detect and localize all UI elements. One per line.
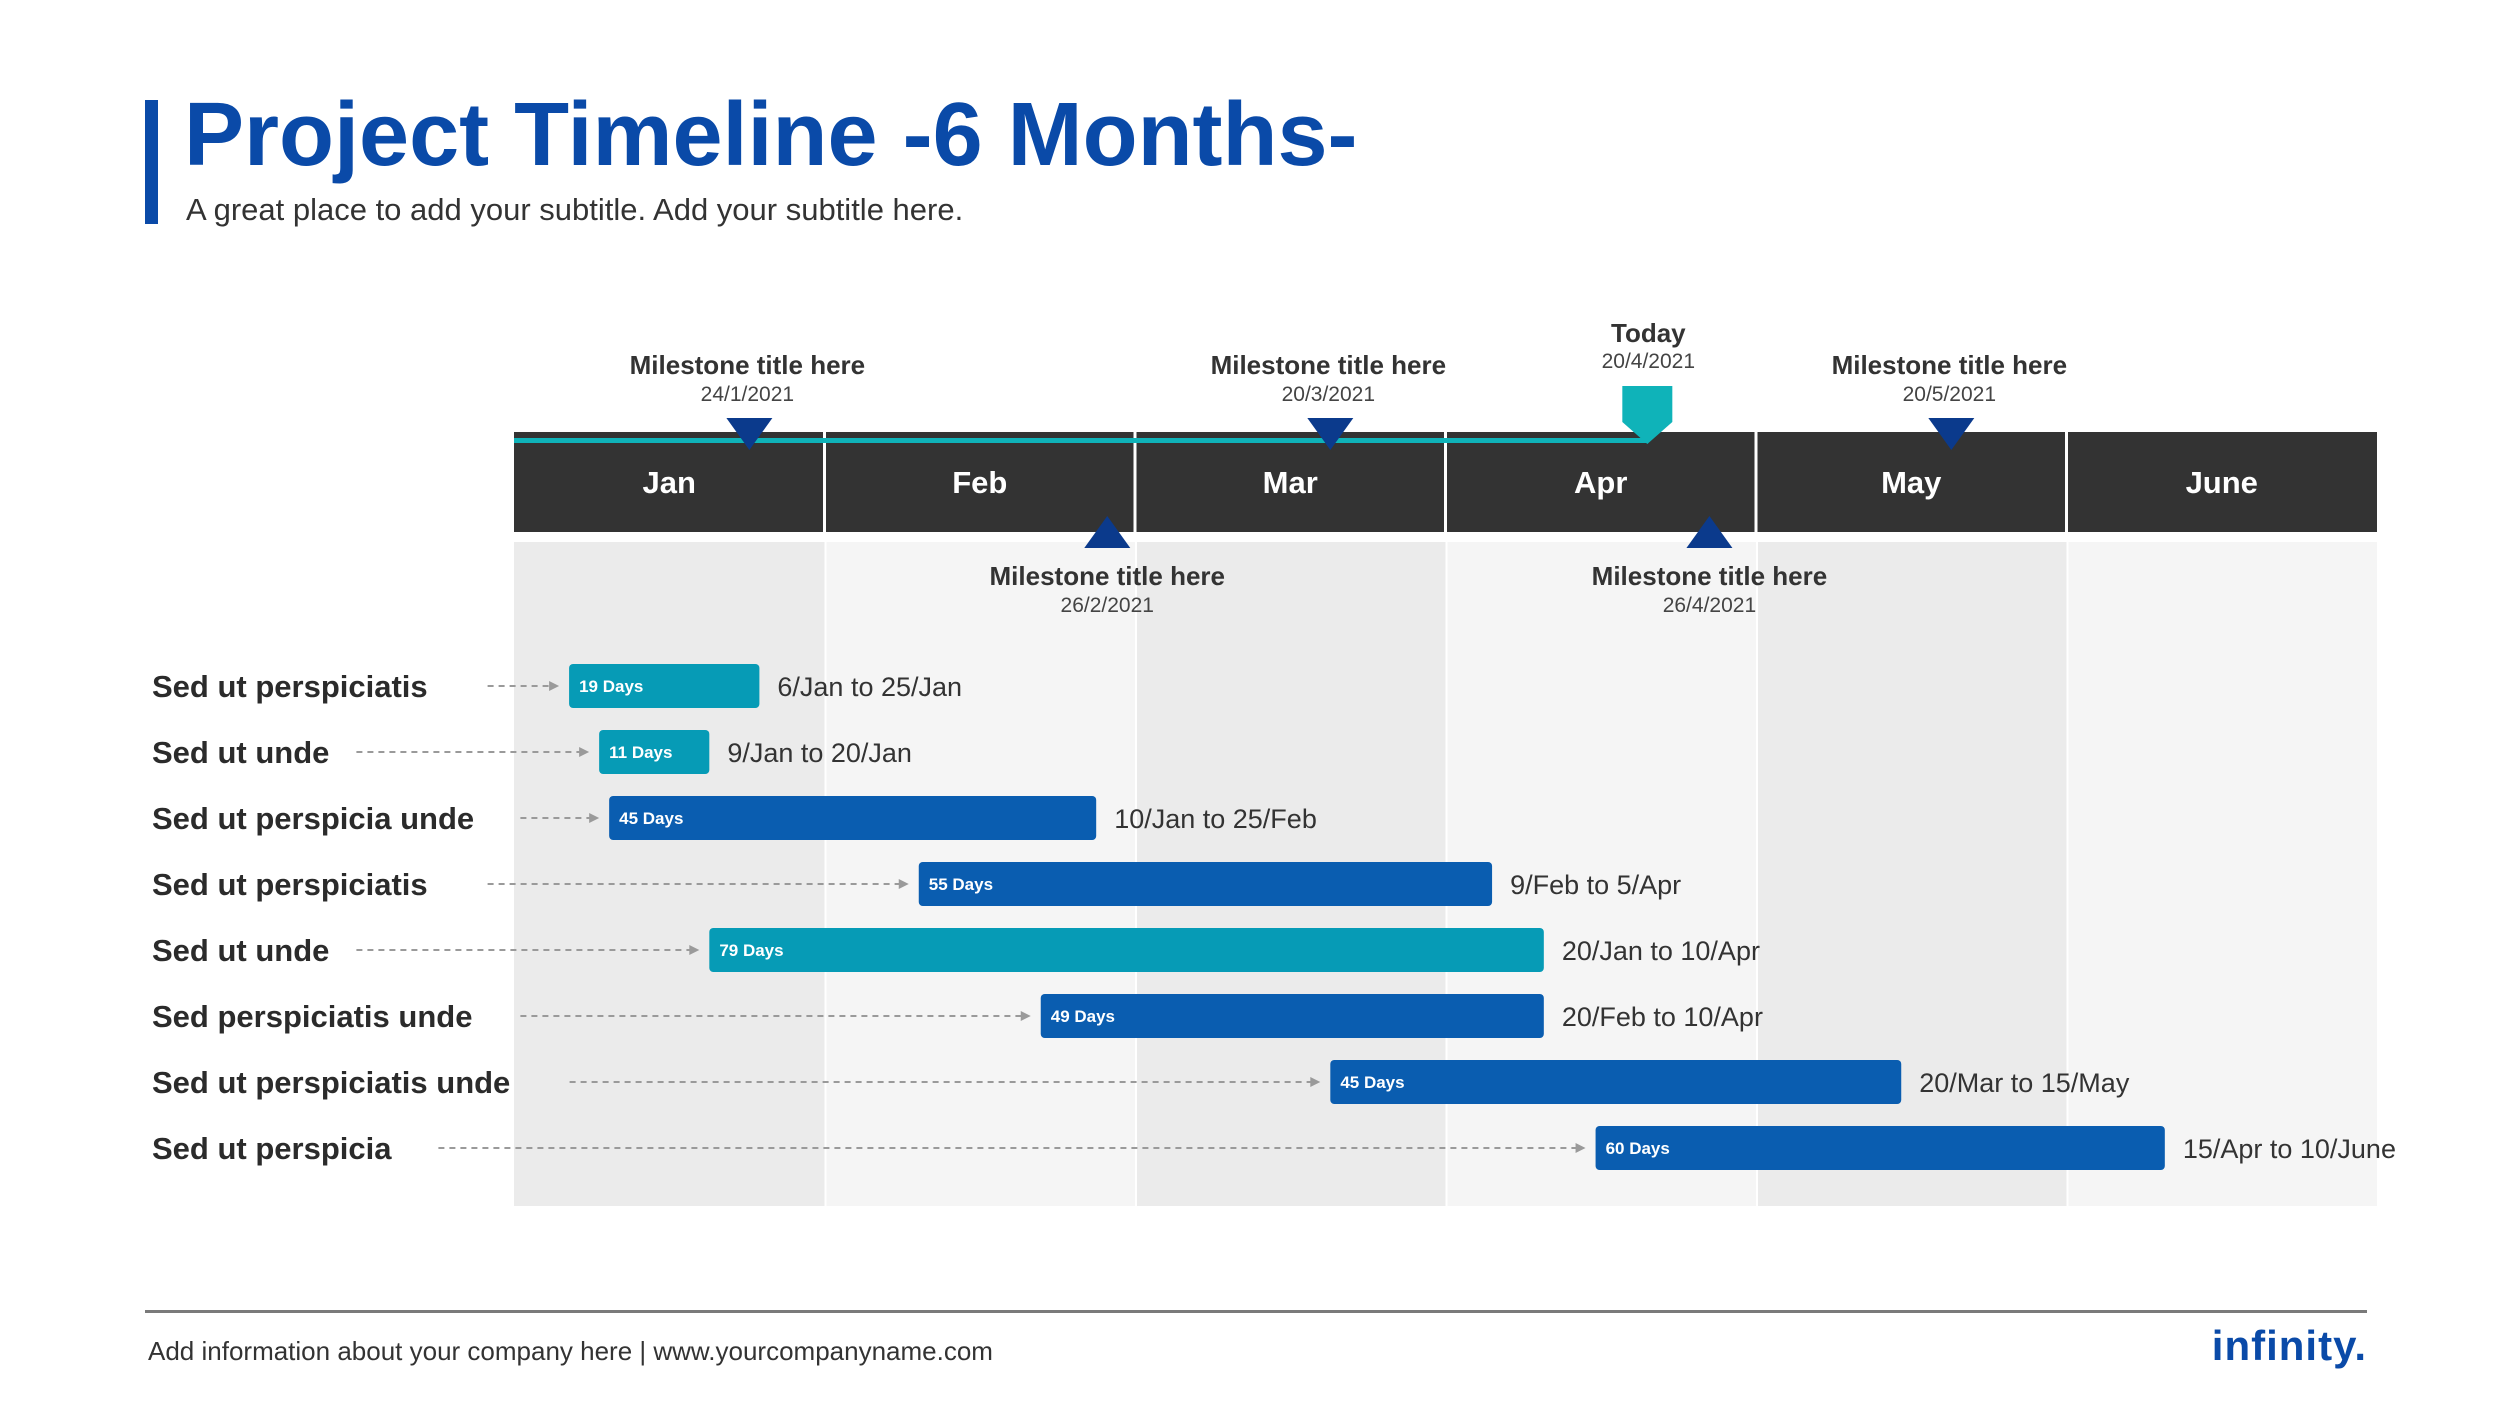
today-progress-line [514,438,1648,443]
task-label: Sed ut perspicia unde [152,801,474,836]
milestone-marker [726,418,773,450]
task-leader-arrow [579,747,590,757]
task-leader-arrow [1020,1011,1031,1021]
today-marker [1622,386,1673,444]
task-leader-arrow [898,879,909,889]
task-bar [709,928,1544,972]
milestone-marker [1928,418,1975,450]
task-bar [1040,994,1544,1038]
task-range-label: 20/Jan to 10/Apr [1562,936,1760,966]
task-duration-label: 55 Days [929,875,993,894]
month-label: Feb [952,465,1007,500]
month-divider [2065,432,2068,532]
month-label: Jan [643,465,696,500]
task-bar [1330,1060,1902,1104]
month-column-bg [514,542,825,1206]
today-label: Today [1611,318,1686,348]
task-duration-label: 45 Days [619,809,683,828]
task-label: Sed ut unde [152,735,329,770]
task-bar [609,796,1097,840]
milestone-marker [1084,516,1131,548]
task-leader-arrow [1575,1143,1586,1153]
milestone-title: Milestone title here [1211,350,1447,380]
task-range-label: 9/Feb to 5/Apr [1510,870,1681,900]
footer-divider [145,1310,2367,1313]
milestone-date: 24/1/2021 [701,383,794,406]
milestone-title: Milestone title here [630,350,866,380]
milestone-date: 20/5/2021 [1903,383,1996,406]
task-range-label: 20/Feb to 10/Apr [1562,1002,1763,1032]
task-label: Sed ut perspiciatis [152,867,428,902]
milestone-date: 26/4/2021 [1663,594,1756,617]
task-label: Sed perspiciatis unde [152,999,472,1034]
title-accent-bar [145,100,158,224]
task-label: Sed ut perspiciatis [152,669,428,704]
month-divider [823,432,826,532]
milestone-marker [1686,516,1733,548]
task-leader-arrow [589,813,600,823]
task-duration-label: 45 Days [1340,1073,1404,1092]
task-range-label: 20/Mar to 15/May [1919,1068,2130,1098]
page-subtitle: A great place to add your subtitle. Add … [186,192,964,227]
page-title: Project Timeline -6 Months- [184,85,1358,185]
task-leader-arrow [549,681,560,691]
task-leader-arrow [689,945,700,955]
task-duration-label: 11 Days [609,743,672,762]
company-logo: infinity. [2211,1322,2367,1369]
month-column-bg [1758,542,2067,1206]
milestone-marker [1307,418,1354,450]
task-bar [1595,1126,2165,1170]
milestone-title: Milestone title here [1592,561,1828,591]
task-label: Sed ut perspicia [152,1131,392,1166]
month-divider [1754,432,1758,532]
task-label: Sed ut unde [152,933,329,968]
task-bar [599,730,710,774]
task-range-label: 6/Jan to 25/Jan [777,672,962,702]
task-bar [918,862,1493,906]
task-leader-arrow [1310,1077,1321,1087]
task-duration-label: 79 Days [719,941,783,960]
today-date: 20/4/2021 [1602,350,1695,373]
task-label: Sed ut perspiciatis unde [152,1065,510,1100]
month-label: Mar [1263,465,1318,500]
task-range-label: 10/Jan to 25/Feb [1114,804,1317,834]
month-divider [1444,432,1447,532]
task-duration-label: 19 Days [579,677,643,696]
task-range-label: 9/Jan to 20/Jan [727,738,912,768]
month-divider [1133,432,1137,532]
milestone-date: 26/2/2021 [1061,594,1154,617]
task-bar [569,664,760,708]
task-duration-label: 60 Days [1606,1139,1670,1158]
task-range-label: 15/Apr to 10/June [2183,1134,2396,1164]
month-label: May [1881,465,1942,500]
milestone-title: Milestone title here [990,561,1226,591]
milestone-title: Milestone title here [1832,350,2068,380]
month-label: Apr [1574,465,1627,500]
milestone-date: 20/3/2021 [1282,383,1375,406]
footer-text: Add information about your company here … [148,1336,993,1366]
month-label: June [2186,465,2258,500]
month-column-bg [2068,542,2377,1206]
task-duration-label: 49 Days [1051,1007,1115,1026]
